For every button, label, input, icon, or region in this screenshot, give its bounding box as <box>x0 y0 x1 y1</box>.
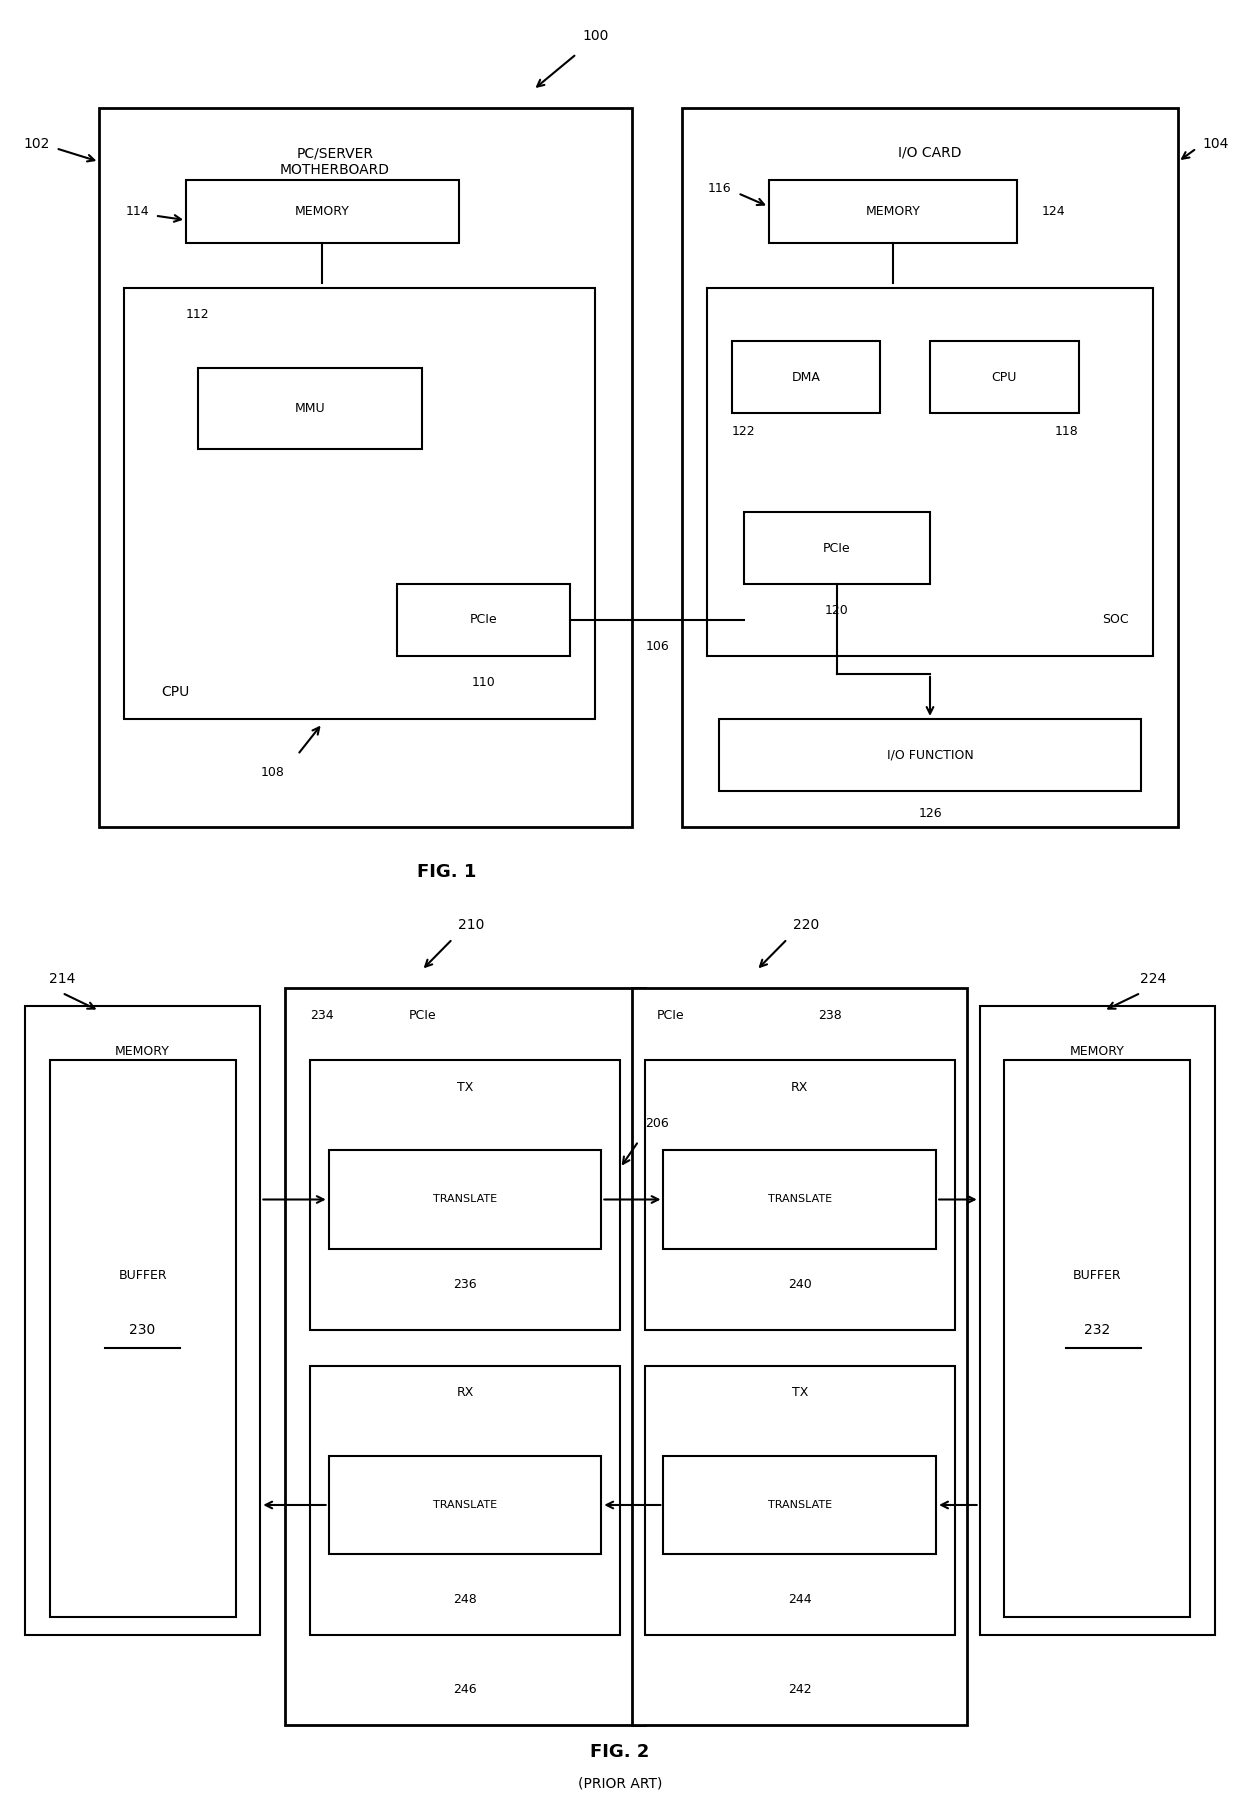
Text: PCIe: PCIe <box>823 541 851 555</box>
Text: 106: 106 <box>645 640 670 654</box>
Text: 108: 108 <box>260 766 285 780</box>
Bar <box>744 512 930 584</box>
Text: PC/SERVER
MOTHERBOARD: PC/SERVER MOTHERBOARD <box>280 147 389 176</box>
Bar <box>682 108 1178 827</box>
Bar <box>329 1456 601 1554</box>
Text: BUFFER: BUFFER <box>118 1269 167 1283</box>
Text: RX: RX <box>456 1385 474 1400</box>
Text: 120: 120 <box>825 604 849 618</box>
Text: 232: 232 <box>1084 1323 1111 1337</box>
Text: 114: 114 <box>125 205 149 217</box>
Text: FIG. 2: FIG. 2 <box>590 1743 650 1761</box>
Text: 220: 220 <box>792 918 820 933</box>
Bar <box>645 1060 955 1330</box>
Text: MEMORY: MEMORY <box>295 205 350 217</box>
Text: I/O CARD: I/O CARD <box>898 146 962 160</box>
Text: FIG. 1: FIG. 1 <box>417 863 476 881</box>
Text: 248: 248 <box>453 1592 477 1607</box>
Bar <box>719 719 1141 791</box>
Text: 234: 234 <box>310 1008 334 1022</box>
Text: 112: 112 <box>186 307 210 322</box>
Text: TX: TX <box>456 1080 474 1094</box>
Text: PCIe: PCIe <box>657 1008 684 1022</box>
Bar <box>632 988 967 1725</box>
Text: TX: TX <box>791 1385 808 1400</box>
Text: 230: 230 <box>129 1323 156 1337</box>
Bar <box>663 1150 936 1249</box>
Text: PCIe: PCIe <box>409 1008 436 1022</box>
Text: 116: 116 <box>708 181 732 196</box>
Text: 244: 244 <box>787 1592 812 1607</box>
Text: 210: 210 <box>458 918 485 933</box>
Text: BUFFER: BUFFER <box>1073 1269 1122 1283</box>
Text: 242: 242 <box>787 1682 812 1696</box>
Text: 224: 224 <box>1140 972 1167 987</box>
Text: 100: 100 <box>582 29 609 43</box>
Text: TRANSLATE: TRANSLATE <box>433 1500 497 1509</box>
Bar <box>25 1006 260 1635</box>
Text: DMA: DMA <box>791 370 821 385</box>
Bar <box>707 288 1153 656</box>
Bar <box>198 368 422 449</box>
Bar <box>645 1366 955 1635</box>
Text: TRANSLATE: TRANSLATE <box>433 1195 497 1204</box>
Bar <box>50 1060 236 1617</box>
Text: 102: 102 <box>24 137 50 151</box>
Text: 236: 236 <box>453 1278 477 1292</box>
Text: 118: 118 <box>1055 424 1079 438</box>
Text: 110: 110 <box>471 676 496 690</box>
Bar <box>663 1456 936 1554</box>
Text: (PRIOR ART): (PRIOR ART) <box>578 1777 662 1790</box>
Bar <box>769 180 1017 243</box>
Text: 124: 124 <box>1042 205 1065 217</box>
Text: 104: 104 <box>1203 137 1229 151</box>
Bar <box>310 1366 620 1635</box>
Text: RX: RX <box>791 1080 808 1094</box>
Text: CPU: CPU <box>161 685 190 699</box>
Bar <box>980 1006 1215 1635</box>
Text: 238: 238 <box>818 1008 842 1022</box>
Bar <box>186 180 459 243</box>
Text: 214: 214 <box>48 972 76 987</box>
Bar <box>124 288 595 719</box>
Bar <box>1004 1060 1190 1617</box>
Bar <box>732 341 880 413</box>
Text: 126: 126 <box>918 807 942 819</box>
Text: MEMORY: MEMORY <box>1070 1044 1125 1058</box>
Text: PCIe: PCIe <box>470 613 497 627</box>
Text: MMU: MMU <box>295 403 325 415</box>
Text: TRANSLATE: TRANSLATE <box>768 1500 832 1509</box>
Text: 240: 240 <box>787 1278 812 1292</box>
Text: 246: 246 <box>453 1682 477 1696</box>
Bar <box>397 584 570 656</box>
Text: MEMORY: MEMORY <box>866 205 920 217</box>
Bar <box>310 1060 620 1330</box>
Text: CPU: CPU <box>992 370 1017 385</box>
Bar <box>329 1150 601 1249</box>
Bar <box>930 341 1079 413</box>
Text: 206: 206 <box>645 1116 668 1130</box>
Bar <box>99 108 632 827</box>
Text: I/O FUNCTION: I/O FUNCTION <box>887 748 973 762</box>
Text: TRANSLATE: TRANSLATE <box>768 1195 832 1204</box>
Bar <box>285 988 645 1725</box>
Text: MEMORY: MEMORY <box>115 1044 170 1058</box>
Text: SOC: SOC <box>1102 613 1128 627</box>
Text: 122: 122 <box>732 424 755 438</box>
